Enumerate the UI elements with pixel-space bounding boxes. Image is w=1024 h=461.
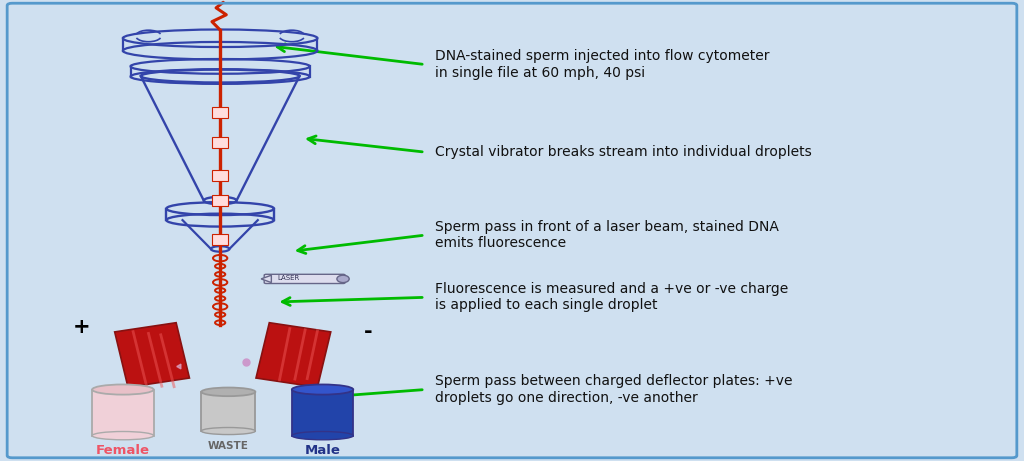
- Ellipse shape: [202, 388, 255, 396]
- FancyBboxPatch shape: [212, 195, 228, 206]
- Ellipse shape: [292, 431, 353, 440]
- FancyBboxPatch shape: [292, 390, 353, 436]
- Text: +: +: [73, 317, 91, 337]
- Text: Sperm pass between charged deflector plates: +ve
droplets go one direction, -ve : Sperm pass between charged deflector pla…: [435, 374, 793, 405]
- FancyBboxPatch shape: [212, 107, 228, 118]
- Text: Sperm pass in front of a laser beam, stained DNA
emits fluorescence: Sperm pass in front of a laser beam, sta…: [435, 220, 779, 250]
- FancyBboxPatch shape: [212, 234, 228, 245]
- Text: Male: Male: [304, 444, 341, 457]
- Text: Fluorescence is measured and a +ve or -ve charge
is applied to each single dropl: Fluorescence is measured and a +ve or -v…: [435, 282, 788, 313]
- Polygon shape: [261, 275, 271, 283]
- Text: -: -: [365, 322, 373, 342]
- Polygon shape: [115, 323, 189, 387]
- Text: LASER: LASER: [278, 275, 300, 282]
- Ellipse shape: [92, 384, 154, 395]
- Text: DNA-stained sperm injected into flow cytometer
in single file at 60 mph, 40 psi: DNA-stained sperm injected into flow cyt…: [435, 49, 770, 80]
- Text: Crystal vibrator breaks stream into individual droplets: Crystal vibrator breaks stream into indi…: [435, 145, 812, 159]
- Ellipse shape: [202, 427, 255, 435]
- Text: Female: Female: [96, 444, 150, 457]
- FancyBboxPatch shape: [202, 392, 255, 431]
- Ellipse shape: [292, 384, 353, 395]
- Ellipse shape: [337, 275, 349, 283]
- FancyBboxPatch shape: [92, 390, 154, 436]
- FancyBboxPatch shape: [212, 137, 228, 148]
- Text: WASTE: WASTE: [208, 441, 249, 451]
- Ellipse shape: [92, 431, 154, 440]
- FancyBboxPatch shape: [212, 170, 228, 181]
- Polygon shape: [256, 323, 331, 387]
- FancyBboxPatch shape: [264, 274, 345, 284]
